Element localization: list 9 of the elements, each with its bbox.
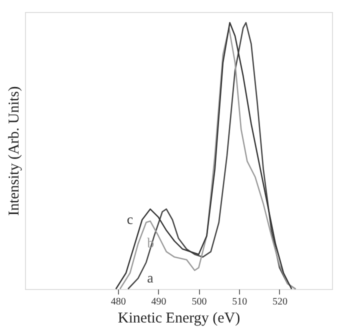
series-label: c <box>126 212 134 228</box>
x-tick-label: 500 <box>192 296 207 308</box>
x-axis-title: Kinetic Energy (eV) <box>118 310 240 326</box>
y-axis-title: Intensity (Arb. Units) <box>6 86 22 216</box>
x-tick-label: 490 <box>151 296 166 308</box>
x-tick-label: 520 <box>272 296 288 308</box>
x-tick-label: 510 <box>232 296 248 308</box>
series-label: a <box>147 271 154 286</box>
x-tick-label: 480 <box>110 296 126 308</box>
